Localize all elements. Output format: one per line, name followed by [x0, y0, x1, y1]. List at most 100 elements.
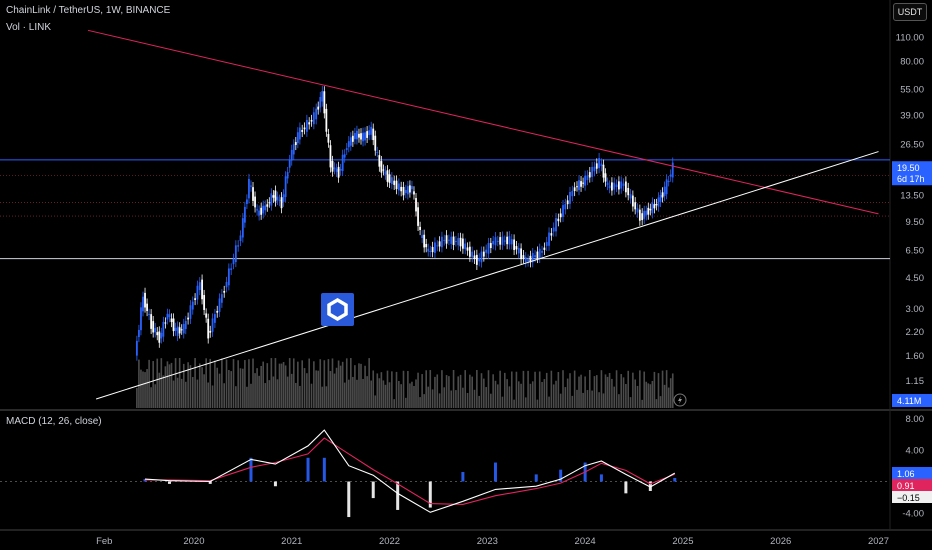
candle-body [580, 181, 582, 187]
time-tick-label: 2022 [379, 536, 400, 547]
volume-label: Vol · LINK [6, 22, 52, 33]
volume-bar [207, 382, 209, 408]
price-tick-label: 2.20 [906, 327, 925, 338]
volume-bar [154, 384, 157, 408]
volume-bar [497, 384, 499, 408]
volume-bar [450, 390, 453, 408]
candle-body [643, 210, 646, 219]
candle-body [138, 329, 140, 338]
candle-body [372, 128, 375, 141]
candle-body [374, 135, 377, 151]
volume-bar [337, 360, 340, 408]
macd-histogram-bar [306, 457, 310, 482]
candle-body [241, 218, 244, 238]
candle-body [604, 173, 607, 182]
volume-bar [341, 361, 344, 408]
candle-body [380, 161, 383, 173]
volume-bar [436, 374, 439, 408]
time-axis[interactable]: Feb 2020 2021 2022 2023 2024 2025 2026 2027 [96, 536, 889, 547]
volume-bar [333, 373, 336, 408]
candle-body [290, 149, 293, 161]
candle-body [262, 205, 265, 214]
candle-body [524, 257, 527, 263]
macd-histogram-bar [428, 481, 432, 508]
volume-bar [538, 371, 541, 408]
candle-body [522, 255, 525, 259]
volume-bar [657, 373, 660, 408]
volume-bar [615, 370, 618, 408]
volume-bar [223, 383, 226, 408]
volume-bar [473, 389, 476, 408]
volume-bar [242, 368, 244, 408]
macd-histogram-bar [322, 457, 326, 482]
volume-bar [634, 379, 636, 408]
candle-body [454, 240, 457, 242]
price-tick-label: 110.00 [896, 32, 924, 43]
symbol-title: ChainLink / TetherUS, 1W, BINANCE [6, 5, 171, 16]
time-tick-label: 2021 [281, 536, 302, 547]
volume-tag-bg [892, 394, 932, 407]
volume-bar [201, 367, 203, 408]
volume-bar [669, 378, 672, 408]
candle-body [234, 245, 237, 263]
candle-body [653, 204, 656, 209]
volume-bar [536, 399, 539, 408]
candle-body [671, 162, 674, 178]
candle-body [627, 187, 630, 196]
volume-bar [421, 374, 423, 408]
candle-body [552, 227, 555, 232]
volume-bar [354, 365, 356, 408]
candle-body [168, 314, 171, 318]
candle-body [615, 184, 618, 188]
lightning-icon[interactable] [673, 393, 687, 407]
candle-body [515, 246, 518, 250]
time-tick-label: 2027 [868, 536, 889, 547]
volume-bar [550, 370, 553, 408]
volume-bar [443, 387, 446, 408]
candle-body [457, 238, 460, 246]
candle-body [321, 90, 324, 102]
volume-bar [520, 383, 522, 408]
time-tick-label: 2020 [183, 536, 204, 547]
volume-bar [407, 370, 409, 408]
volume-bar [194, 358, 196, 408]
candle-body [331, 160, 334, 172]
volume-bar [225, 359, 228, 408]
candle-body [564, 203, 567, 210]
volume-bar [138, 359, 140, 408]
volume-bar [321, 386, 324, 408]
candle-body [319, 96, 322, 108]
volume-bar [211, 385, 214, 408]
candle-body [559, 213, 562, 218]
candle-body [636, 208, 639, 213]
volume-bar [268, 380, 271, 408]
candle-body [272, 195, 275, 198]
candle-body [402, 186, 405, 196]
candle-body [223, 290, 226, 293]
volume-bar [445, 375, 448, 408]
volume-bar [618, 394, 620, 408]
volume-bar [643, 371, 646, 408]
volume-bar [180, 378, 183, 408]
volume-bar [306, 373, 308, 408]
candle-body [250, 185, 252, 187]
volume-bar [164, 366, 167, 408]
last-price-tag: 6d 17h [897, 174, 925, 184]
volume-bar [262, 361, 265, 408]
volume-bar [158, 372, 161, 408]
volume-bar [494, 380, 497, 408]
currency-button[interactable]: USDT [893, 3, 927, 21]
volume-bar [566, 378, 569, 408]
volume-bar [372, 370, 375, 408]
trendlines[interactable] [87, 29, 879, 400]
candle-body [602, 164, 605, 178]
candle-body [409, 185, 411, 193]
candle-body [390, 177, 393, 185]
volume-bar [266, 363, 269, 408]
volume-bar [172, 380, 175, 408]
candle-body [622, 183, 625, 186]
candle-body [329, 145, 332, 168]
candle-body [170, 318, 173, 323]
price-tick-label: 13.50 [900, 190, 924, 201]
